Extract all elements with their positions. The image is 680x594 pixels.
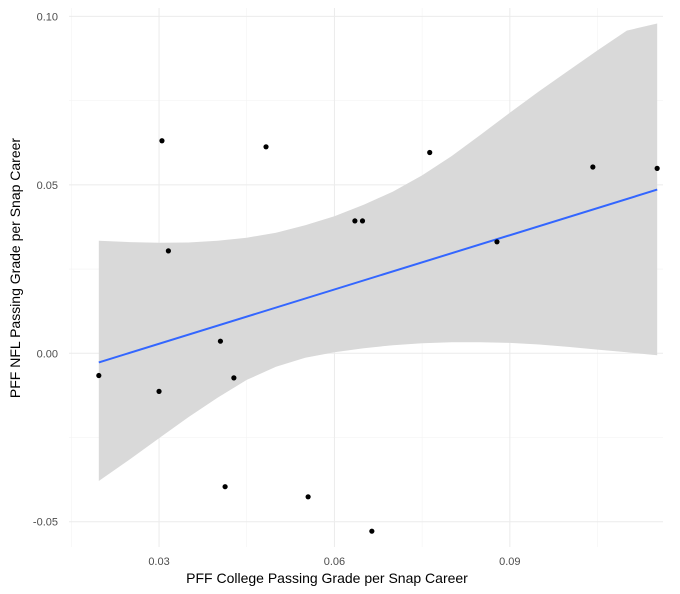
data-point bbox=[359, 218, 366, 224]
data-point bbox=[96, 372, 102, 379]
data-point bbox=[222, 484, 228, 490]
data-points bbox=[96, 138, 660, 534]
data-point bbox=[305, 494, 311, 500]
x-tick-label: 0.06 bbox=[324, 556, 345, 568]
x-axis-tick-labels: 0.03 0.06 0.09 bbox=[148, 556, 520, 568]
y-axis-title: PFF NFL Passing Grade per Snap Career bbox=[7, 138, 23, 398]
data-point bbox=[231, 375, 237, 381]
y-tick-label: -0.05 bbox=[33, 517, 58, 529]
data-point bbox=[654, 165, 660, 171]
y-tick-label: 0.00 bbox=[37, 348, 58, 360]
data-point bbox=[369, 528, 375, 534]
data-point bbox=[217, 338, 224, 344]
data-point bbox=[263, 144, 269, 150]
data-point bbox=[427, 149, 433, 156]
x-axis-title: PFF College Passing Grade per Snap Caree… bbox=[186, 570, 468, 586]
data-point bbox=[159, 138, 165, 144]
trend-line bbox=[98, 188, 658, 364]
data-point bbox=[156, 388, 162, 394]
y-tick-label: 0.10 bbox=[37, 11, 58, 23]
data-point bbox=[590, 164, 596, 170]
x-tick-label: 0.09 bbox=[499, 556, 520, 568]
y-axis-tick-labels: -0.05 0.00 0.05 0.10 bbox=[33, 11, 58, 528]
y-tick-label: 0.05 bbox=[37, 180, 58, 192]
data-point bbox=[494, 239, 500, 245]
x-tick-label: 0.03 bbox=[148, 556, 169, 568]
data-point bbox=[165, 248, 171, 254]
data-point bbox=[352, 218, 358, 224]
confidence-band bbox=[98, 23, 658, 481]
